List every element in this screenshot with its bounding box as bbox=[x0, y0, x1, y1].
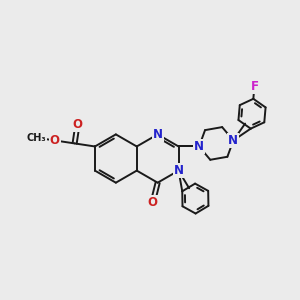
Text: F: F bbox=[250, 80, 258, 93]
Text: N: N bbox=[174, 164, 184, 177]
Text: CH₃: CH₃ bbox=[27, 133, 46, 143]
Text: N: N bbox=[194, 140, 204, 153]
Text: O: O bbox=[50, 134, 60, 147]
Text: N: N bbox=[153, 128, 163, 141]
Text: O: O bbox=[148, 196, 158, 208]
Text: N: N bbox=[228, 134, 238, 147]
Text: O: O bbox=[73, 118, 82, 131]
